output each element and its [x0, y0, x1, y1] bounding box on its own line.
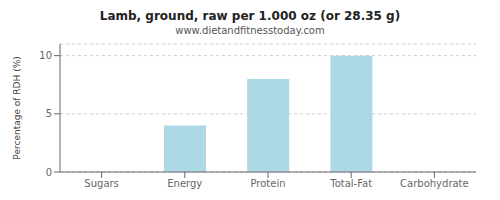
svg-text:Protein: Protein: [250, 178, 285, 189]
html-text:Lamb, ground, raw per 1.000 oz: Lamb, ground, raw per 1.000 oz (or 28.35…: [99, 9, 401, 23]
svg-text:Total-Fat: Total-Fat: [329, 178, 372, 189]
svg-text:5: 5: [46, 108, 52, 119]
html-text:www.dietandfitnesstoday.com: www.dietandfitnesstoday.com: [175, 25, 325, 36]
svg-text:Carbohydrate: Carbohydrate: [400, 178, 469, 189]
svg-text:Energy: Energy: [167, 178, 202, 189]
svg-text:10: 10: [39, 50, 52, 61]
svg-text:Percentage of RDH (%): Percentage of RDH (%): [12, 56, 22, 159]
svg-text:Sugars: Sugars: [84, 178, 118, 189]
svg-text:0: 0: [46, 167, 52, 178]
